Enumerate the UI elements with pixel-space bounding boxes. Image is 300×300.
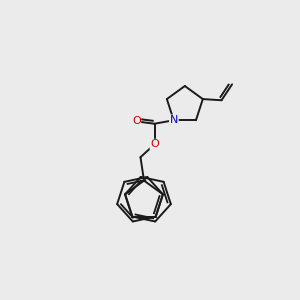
Text: O: O (150, 139, 159, 149)
Text: N: N (169, 115, 178, 125)
Text: O: O (132, 116, 141, 126)
Text: N: N (169, 115, 178, 125)
